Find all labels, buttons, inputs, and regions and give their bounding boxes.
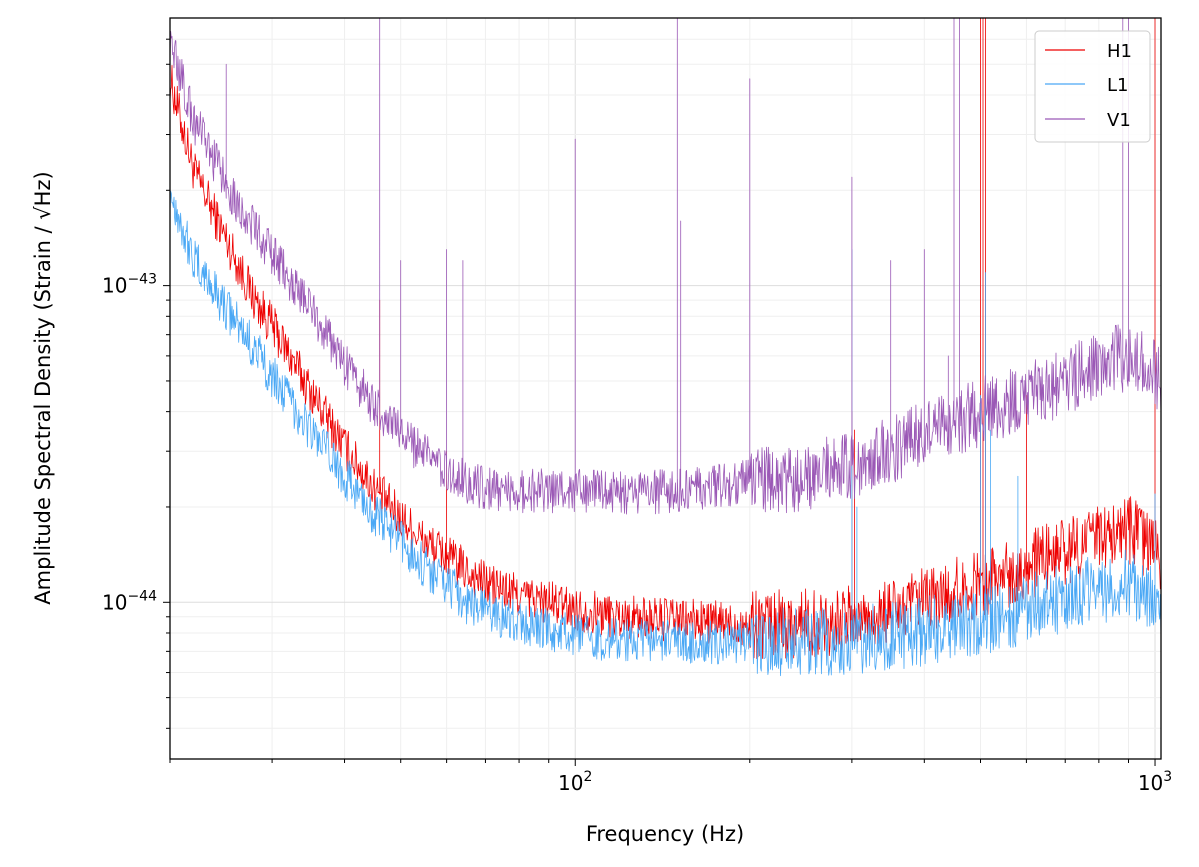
y-axis-label: Amplitude Spectral Density (Strain / √Hz…	[31, 171, 55, 604]
ticks: 102 103 10−44 10−43	[102, 38, 1172, 795]
legend-label-l1: L1	[1107, 75, 1128, 96]
legend-label-v1: V1	[1107, 110, 1131, 131]
legend-box	[1034, 30, 1151, 143]
x-axis-label: Frequency (Hz)	[586, 822, 744, 846]
series-line-l1	[170, 190, 1161, 677]
x-tick-label: 103	[1138, 769, 1172, 795]
y-tick-label: 10−44	[102, 588, 157, 614]
y-tick-label: 10−43	[102, 272, 157, 298]
legend-label-h1: H1	[1107, 41, 1132, 62]
legend: H1 L1 V1	[1034, 30, 1151, 143]
series-line-v1	[170, 18, 1161, 515]
plot-frame	[169, 17, 1162, 760]
x-tick-label: 102	[558, 769, 592, 795]
series-line-h1	[170, 18, 1161, 659]
series-group	[170, 18, 1161, 677]
